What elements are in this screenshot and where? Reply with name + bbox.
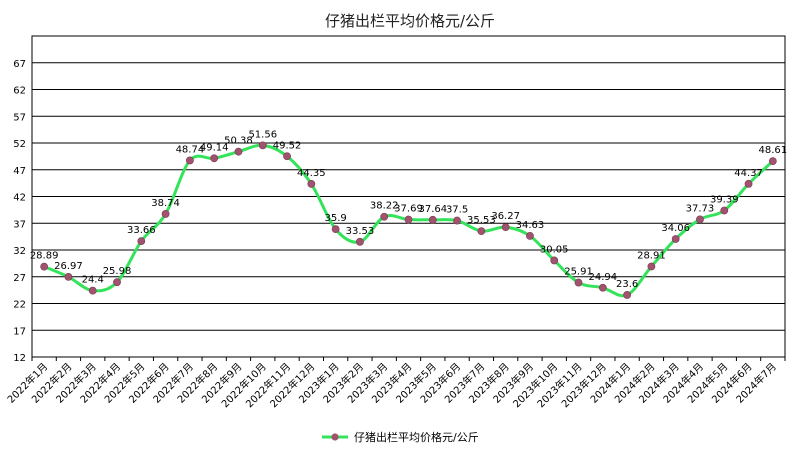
data-point xyxy=(137,237,146,246)
data-point xyxy=(356,237,364,246)
data-point xyxy=(258,141,267,150)
y-tick-label: 42 xyxy=(13,193,26,204)
y-tick-label: 17 xyxy=(13,326,26,337)
data-point xyxy=(380,212,389,221)
data-point xyxy=(453,216,461,225)
data-label: 49.14 xyxy=(200,142,229,153)
data-label: 37.5 xyxy=(446,205,468,216)
data-label: 39.39 xyxy=(710,194,739,205)
data-label: 23.6 xyxy=(616,279,638,290)
chart-title: 仔猪出栏平均价格元/公斤 xyxy=(325,12,495,30)
data-label: 30.05 xyxy=(540,244,569,255)
data-point xyxy=(331,225,340,234)
data-point xyxy=(550,256,559,265)
data-label: 37.69 xyxy=(394,204,423,215)
data-point xyxy=(501,223,510,232)
data-point xyxy=(307,180,316,188)
data-point xyxy=(40,262,49,271)
data-point xyxy=(210,154,219,163)
data-label: 38.22 xyxy=(370,201,399,212)
data-point xyxy=(647,262,656,271)
data-label: 37.64 xyxy=(418,204,447,215)
data-label: 25.91 xyxy=(564,267,593,278)
data-label: 48.74 xyxy=(176,144,205,155)
data-label: 34.06 xyxy=(661,223,690,234)
data-label: 25.98 xyxy=(103,266,132,277)
y-tick-label: 27 xyxy=(13,273,26,284)
y-tick-label: 47 xyxy=(13,166,26,177)
data-point xyxy=(768,157,777,166)
data-label: 38.74 xyxy=(151,198,180,209)
y-tick-label: 67 xyxy=(13,59,26,70)
data-label: 24.94 xyxy=(589,272,618,283)
data-point xyxy=(88,286,97,295)
data-point xyxy=(696,215,704,224)
data-label: 48.61 xyxy=(759,145,788,156)
data-label: 35.53 xyxy=(467,215,496,226)
y-tick-label: 37 xyxy=(13,219,26,230)
data-label: 49.52 xyxy=(273,140,302,151)
data-point xyxy=(113,278,121,287)
data-label: 28.91 xyxy=(637,251,666,262)
grid-lines xyxy=(31,35,786,358)
data-point xyxy=(526,232,534,240)
data-label: 33.53 xyxy=(346,226,375,237)
data-point xyxy=(404,215,413,224)
axes: 1217222732374247525762672022年1月2022年2月20… xyxy=(4,59,786,410)
y-tick-label: 22 xyxy=(13,300,26,311)
data-point xyxy=(671,235,680,243)
data-point xyxy=(161,210,170,218)
data-point xyxy=(598,283,607,292)
data-point xyxy=(283,152,291,161)
data-labels: 28.8926.9724.425.9833.6638.7448.7449.145… xyxy=(30,129,787,290)
data-label: 34.63 xyxy=(516,220,545,231)
data-label: 44.37 xyxy=(734,168,763,179)
data-point xyxy=(574,278,583,287)
legend: 仔猪出栏平均价格元/公斤 xyxy=(322,430,479,444)
data-point xyxy=(744,179,753,188)
data-label: 51.56 xyxy=(248,129,277,140)
data-label: 26.97 xyxy=(54,261,83,272)
legend-label: 仔猪出栏平均价格元/公斤 xyxy=(354,430,479,444)
legend-marker-swatch xyxy=(331,433,339,441)
data-label: 28.89 xyxy=(30,251,59,262)
data-point xyxy=(477,227,486,236)
data-point xyxy=(64,273,73,281)
data-point xyxy=(185,156,194,165)
data-label: 35.9 xyxy=(324,213,346,224)
data-label: 44.35 xyxy=(297,168,326,179)
y-tick-label: 12 xyxy=(13,353,26,364)
data-label: 50.38 xyxy=(224,136,253,147)
data-point xyxy=(428,215,437,224)
data-label: 24.4 xyxy=(82,275,104,286)
y-tick-label: 57 xyxy=(13,112,26,123)
data-point xyxy=(720,206,729,215)
data-point xyxy=(234,147,243,156)
data-label: 36.27 xyxy=(491,211,520,222)
data-point xyxy=(623,291,632,299)
y-tick-label: 32 xyxy=(13,246,26,257)
series-layer xyxy=(40,141,777,299)
y-tick-label: 62 xyxy=(13,86,26,97)
y-tick-label: 52 xyxy=(13,139,26,150)
data-label: 37.73 xyxy=(686,203,715,214)
data-label: 33.66 xyxy=(127,225,156,236)
